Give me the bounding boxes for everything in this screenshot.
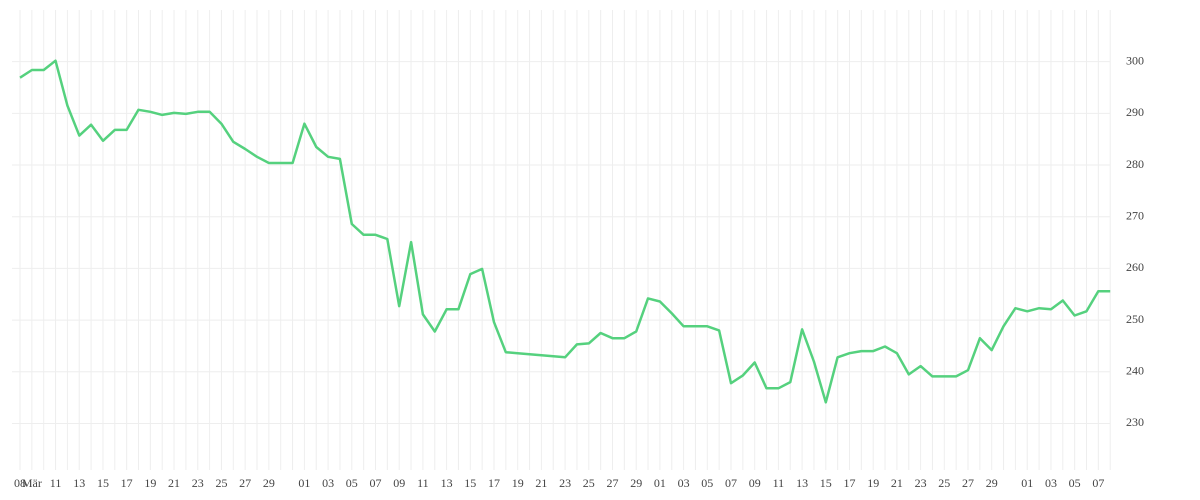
x-tick-label: 23: [559, 476, 571, 490]
x-tick-label: 13: [73, 476, 85, 490]
x-tick-label: 15: [820, 476, 832, 490]
y-tick-label: 290: [1126, 105, 1144, 119]
x-tick-label: 29: [263, 476, 275, 490]
x-tick-label: 17: [488, 476, 500, 490]
x-tick-label: 11: [773, 476, 785, 490]
x-tick-label: Mär: [22, 476, 42, 490]
x-tick-label: 03: [1045, 476, 1057, 490]
x-tick-label: 25: [583, 476, 595, 490]
x-tick-label: 05: [346, 476, 358, 490]
x-tick-label: 09: [393, 476, 405, 490]
x-tick-label: 01: [654, 476, 666, 490]
y-tick-label: 270: [1126, 208, 1144, 222]
x-tick-label: 07: [1092, 476, 1104, 490]
x-tick-label: 03: [678, 476, 690, 490]
x-tick-label: 27: [962, 476, 974, 490]
x-tick-label: 05: [1069, 476, 1081, 490]
y-tick-label: 240: [1126, 364, 1144, 378]
x-tick-label: 23: [192, 476, 204, 490]
x-tick-label: 25: [938, 476, 950, 490]
x-tick-label: 03: [322, 476, 334, 490]
y-tick-label: 230: [1126, 415, 1144, 429]
y-tick-label: 280: [1126, 157, 1144, 171]
x-tick-label: 07: [370, 476, 382, 490]
x-tick-label: 19: [867, 476, 879, 490]
x-tick-label: 29: [986, 476, 998, 490]
y-tick-label: 260: [1126, 260, 1144, 274]
x-tick-label: 11: [50, 476, 62, 490]
x-tick-label: 15: [464, 476, 476, 490]
x-tick-label: 01: [298, 476, 310, 490]
y-tick-label: 250: [1126, 312, 1144, 326]
x-tick-label: 07: [725, 476, 737, 490]
x-tick-label: 01: [1021, 476, 1033, 490]
x-tick-label: 13: [796, 476, 808, 490]
x-tick-label: 19: [512, 476, 524, 490]
x-tick-label: 19: [144, 476, 156, 490]
x-tick-label: 08: [14, 476, 26, 490]
x-tick-label: 25: [215, 476, 227, 490]
x-tick-label: 23: [915, 476, 927, 490]
x-tick-label: 11: [417, 476, 429, 490]
y-tick-label: 300: [1126, 53, 1144, 67]
x-tick-label: 21: [891, 476, 903, 490]
x-tick-label: 27: [239, 476, 251, 490]
x-tick-label: 17: [844, 476, 856, 490]
x-tick-label: 17: [121, 476, 133, 490]
x-tick-label: 27: [607, 476, 619, 490]
x-tick-label: 21: [168, 476, 180, 490]
x-tick-label: 29: [630, 476, 642, 490]
x-tick-label: 15: [97, 476, 109, 490]
line: [19, 59, 1111, 404]
x-tick-label: 21: [535, 476, 547, 490]
x-tick-label: 05: [701, 476, 713, 490]
x-tick-label: 09: [749, 476, 761, 490]
x-tick-label: 13: [441, 476, 453, 490]
